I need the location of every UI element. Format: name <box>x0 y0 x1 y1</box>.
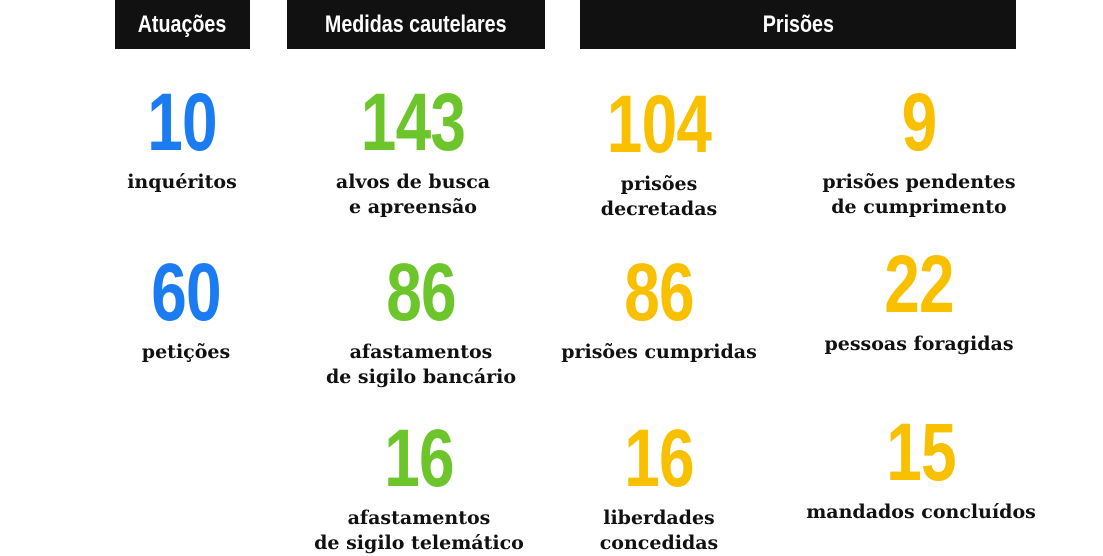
stat-label: prisões cumpridas <box>561 341 757 363</box>
stat-prisoes-decretadas: 104 prisões decretadas <box>529 84 789 222</box>
stat-sigilo-telematico: 16 afastamentos de sigilo telemático <box>289 418 549 556</box>
stat-liberdades-concedidas: 16 liberdades concedidas <box>529 418 789 556</box>
stat-peticoes: 60 petições <box>56 252 316 365</box>
stat-label: afastamentos de sigilo bancário <box>325 341 517 388</box>
stat-prisoes-cumpridas: 86 prisões cumpridas <box>529 252 789 365</box>
stat-label: inquéritos <box>127 171 237 193</box>
stat-value: 143 <box>360 77 466 168</box>
stat-label: pessoas foragidas <box>824 333 1014 355</box>
stat-value: 104 <box>606 79 712 170</box>
stat-label: alvos de busca e apreensão <box>335 171 491 218</box>
stat-label: mandados concluídos <box>806 501 1036 523</box>
stat-value: 10 <box>147 77 217 168</box>
stat-value: 22 <box>884 239 954 330</box>
stat-pessoas-foragidas: 22 pessoas foragidas <box>789 244 1049 357</box>
stat-prisoes-pendentes: 9 prisões pendentes de cumprimento <box>789 82 1049 220</box>
stat-sigilo-bancario: 86 afastamentos de sigilo bancário <box>291 252 551 390</box>
stat-label: prisões pendentes de cumprimento <box>822 171 1016 218</box>
header-atuacoes-label: Atuações <box>138 10 227 38</box>
header-prisoes: Prisões <box>580 0 1016 49</box>
stat-label: afastamentos de sigilo telemático <box>314 507 524 554</box>
stat-label: prisões decretadas <box>600 173 718 220</box>
stat-value: 60 <box>151 247 221 338</box>
stat-value: 16 <box>384 413 454 504</box>
stat-label: liberdades concedidas <box>599 507 719 554</box>
header-prisoes-label: Prisões <box>762 10 834 38</box>
stat-value: 15 <box>886 407 956 498</box>
stat-label: petições <box>141 341 231 363</box>
stat-value: 86 <box>386 247 456 338</box>
stat-mandados-concluidos: 15 mandados concluídos <box>791 412 1051 525</box>
header-atuacoes: Atuações <box>115 0 250 49</box>
stat-value: 16 <box>624 413 694 504</box>
stat-value: 9 <box>901 77 938 168</box>
header-medidas-cautelares: Medidas cautelares <box>287 0 545 49</box>
stat-value: 86 <box>624 247 694 338</box>
stat-inqueritos: 10 inquéritos <box>52 82 312 195</box>
stat-alvos-busca: 143 alvos de busca e apreensão <box>283 82 543 220</box>
header-medidas-label: Medidas cautelares <box>325 10 507 38</box>
